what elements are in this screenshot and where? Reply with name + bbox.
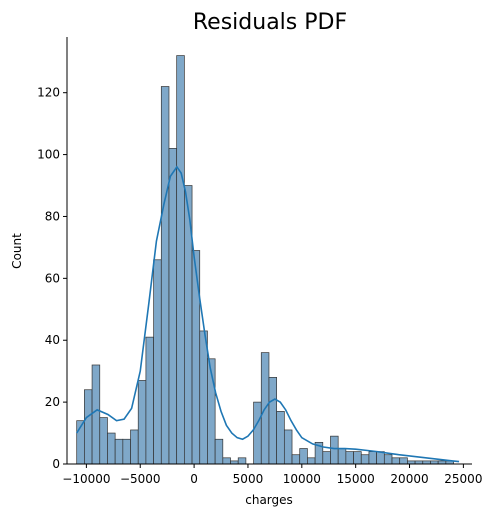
histogram-bar [84, 389, 93, 465]
x-tick-label: 15000 [337, 472, 375, 486]
histogram-bar [345, 451, 354, 465]
histogram-bar [291, 454, 301, 465]
y-tick-label: 80 [45, 209, 60, 223]
histogram-bar [145, 336, 154, 465]
histogram-bar [337, 448, 347, 465]
histogram-bar [114, 438, 124, 465]
histogram-bar [107, 432, 116, 465]
histogram-bar [99, 417, 108, 465]
histogram-bar [253, 401, 262, 465]
x-tick-label: 0 [190, 472, 198, 486]
histogram-bar [199, 330, 208, 465]
histogram-bars [76, 55, 454, 465]
histogram-bar [368, 451, 377, 465]
histogram-bar [330, 435, 339, 465]
histogram-bar [391, 457, 401, 465]
x-tick-label: −5000 [120, 472, 161, 486]
histogram-bar [214, 438, 224, 465]
y-tick-label: 20 [45, 395, 60, 409]
histogram-bar [91, 364, 101, 465]
histogram-bar [168, 148, 178, 465]
histogram-bar [130, 429, 139, 465]
histogram-bar [283, 429, 293, 465]
histogram-bar [268, 377, 278, 465]
chart-title: Residuals PDF [193, 10, 347, 35]
histogram-bar [399, 457, 408, 465]
histogram-bar [176, 55, 185, 465]
histogram-bar [237, 457, 247, 465]
y-tick-label: 0 [52, 457, 60, 471]
x-axis-ticks: −10000 −5000 0 5000 10000 15000 20000 25000 [62, 464, 482, 486]
y-tick-label: 120 [37, 86, 60, 100]
histogram-bar [383, 454, 393, 465]
histogram-bar [137, 380, 147, 465]
histogram-bar [307, 457, 316, 465]
x-tick-label: 25000 [444, 472, 482, 486]
kde-curve [76, 165, 460, 463]
histogram-bar [122, 438, 131, 465]
x-tick-label: 5000 [233, 472, 264, 486]
histogram-bar [276, 411, 285, 465]
histogram-bar [160, 86, 170, 465]
histogram-bar [353, 451, 362, 465]
y-tick-label: 60 [45, 271, 60, 285]
y-tick-label: 100 [37, 148, 60, 162]
histogram-bar [191, 250, 201, 465]
histogram-bar [376, 451, 385, 465]
x-tick-label: −10000 [62, 472, 110, 486]
histogram-bar [322, 451, 331, 465]
x-tick-label: 10000 [283, 472, 321, 486]
histogram-bar [222, 457, 231, 465]
y-axis-label: Count [10, 233, 24, 269]
y-tick-label: 40 [45, 333, 60, 347]
histogram-bar [360, 454, 370, 465]
histogram-bar [153, 259, 162, 465]
x-tick-label: 20000 [390, 472, 428, 486]
y-axis-ticks: 0 20 40 60 80 100 120 [37, 86, 67, 471]
x-axis-label: charges [245, 493, 293, 507]
histogram-bar [299, 448, 308, 465]
